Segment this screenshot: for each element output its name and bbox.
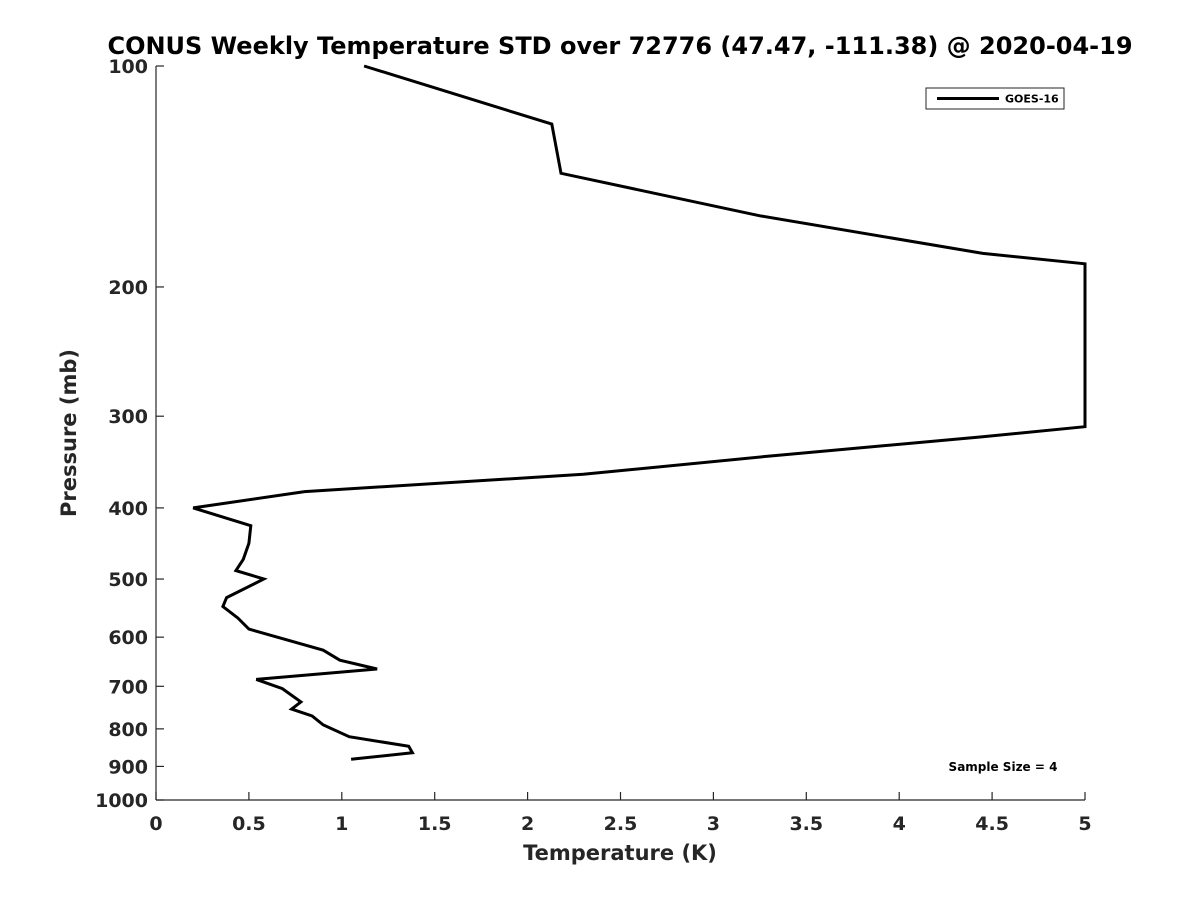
y-axis-label: Pressure (mb) (57, 349, 81, 517)
x-tick-label: 0 (149, 813, 162, 835)
x-tick-label: 0.5 (232, 813, 266, 835)
y-tick-label: 500 (108, 569, 148, 591)
legend-label-goes-16: GOES-16 (1005, 93, 1059, 106)
x-tick-label: 3.5 (789, 813, 823, 835)
y-tick-label: 900 (108, 756, 148, 778)
y-tick-label: 100 (108, 56, 148, 78)
x-tick-label: 1 (335, 813, 348, 835)
x-tick-label: 5 (1078, 813, 1091, 835)
x-axis-label: Temperature (K) (523, 841, 717, 865)
y-tick-label: 200 (108, 277, 148, 299)
y-tick-label: 400 (108, 498, 148, 520)
y-tick-label: 600 (108, 627, 148, 649)
x-tick-label: 4 (893, 813, 906, 835)
series-line-0 (192, 64, 1087, 761)
series-layer (192, 64, 1087, 761)
y-tick-label: 700 (108, 676, 148, 698)
y-tick-label: 300 (108, 406, 148, 428)
x-tick-label: 2.5 (604, 813, 638, 835)
y-tick-label: 1000 (95, 790, 148, 812)
x-tick-label: 1.5 (418, 813, 452, 835)
legend: GOES-16 (925, 87, 1065, 110)
y-tick-label: 800 (108, 719, 148, 741)
plot-area: 0 0.5 1 1.5 2 2.5 3 3.5 4 4.5 5 100 200 300 400 500 600… (95, 56, 1092, 835)
x-tick-label: 3 (707, 813, 720, 835)
y-ticks: 100 200 300 400 500 600 700 800 900 1000 (95, 56, 164, 812)
x-tick-label: 2 (521, 813, 534, 835)
sample-size-annotation: Sample Size = 4 (949, 760, 1058, 774)
x-ticks: 0 0.5 1 1.5 2 2.5 3 3.5 4 4.5 5 (149, 792, 1092, 835)
chart-title: CONUS Weekly Temperature STD over 72776 … (107, 32, 1132, 60)
x-tick-label: 4.5 (975, 813, 1009, 835)
